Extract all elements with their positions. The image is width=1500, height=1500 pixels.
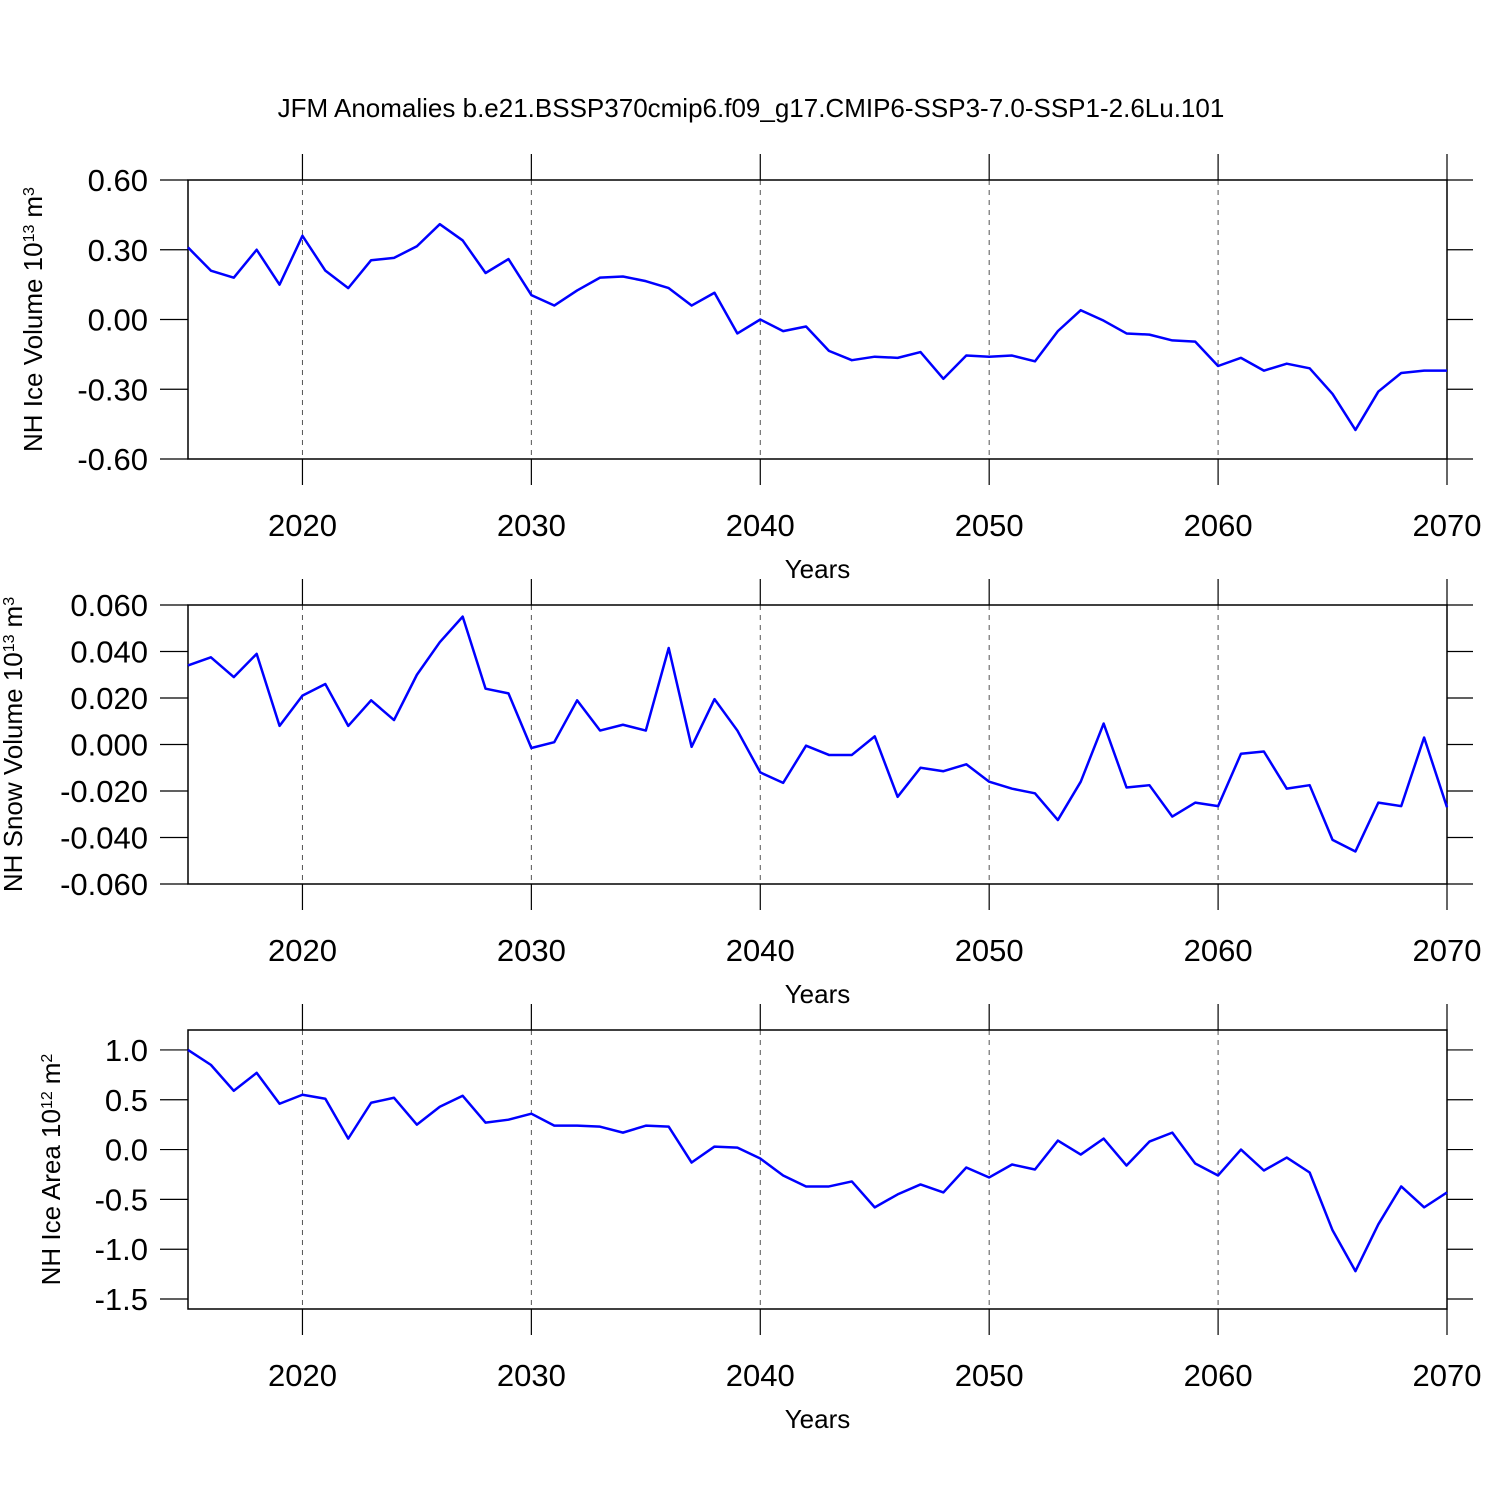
data-line [187, 1048, 1448, 1273]
y-axis-label-part: 13 [1, 634, 18, 652]
x-tick-label: 2040 [726, 508, 795, 543]
x-tick-label: 2050 [955, 933, 1024, 968]
x-tick-label: 2060 [1184, 933, 1253, 968]
x-tick-label: 2050 [955, 1358, 1024, 1393]
y-tick-label: -1.0 [95, 1232, 148, 1267]
x-axis-label: Years [785, 554, 851, 584]
x-tick-label: 2060 [1184, 508, 1253, 543]
y-axis-label-part: NH Ice Volume 10 [18, 242, 48, 452]
y-tick-label: -0.020 [60, 774, 148, 809]
y-tick-label: 0.020 [70, 681, 148, 716]
y-axis-label-part: NH Snow Volume 10 [0, 652, 28, 892]
y-tick-label: 0.5 [105, 1083, 148, 1118]
y-axis-label-part: 3 [21, 187, 38, 196]
x-axis-label: Years [785, 979, 851, 1009]
y-tick-label: -1.5 [95, 1282, 148, 1317]
x-tick-label: 2070 [1413, 933, 1482, 968]
x-tick-label: 2030 [497, 1358, 566, 1393]
y-tick-label: 0.30 [88, 233, 148, 268]
x-tick-label: 2070 [1413, 1358, 1482, 1393]
x-axis-label: Years [785, 1404, 851, 1434]
y-tick-label: 0.060 [70, 588, 148, 623]
y-axis-label-part: NH Ice Area 10 [36, 1109, 66, 1285]
plot-frame [187, 1029, 1448, 1310]
y-tick-label: -0.040 [60, 821, 148, 856]
y-axis-label: NH Ice Volume 1013 m3 [18, 187, 48, 452]
y-tick-label: -0.5 [95, 1182, 148, 1217]
x-tick-label: 2070 [1413, 508, 1482, 543]
x-tick-label: 2020 [268, 508, 337, 543]
y-axis-label: NH Ice Area 1012 m2 [36, 1054, 66, 1286]
y-tick-label: -0.30 [77, 372, 148, 407]
y-tick-label: 0.000 [70, 728, 148, 763]
x-tick-label: 2050 [955, 508, 1024, 543]
y-axis-label-part: m [36, 1063, 66, 1085]
plot-frame [187, 604, 1448, 885]
data-line [187, 222, 1447, 432]
x-tick-label: 2040 [726, 1358, 795, 1393]
x-tick-label: 2040 [726, 933, 795, 968]
y-axis-label-part: m [0, 606, 28, 628]
y-tick-label: 1.0 [105, 1033, 148, 1068]
chart-title: JFM Anomalies b.e21.BSSP370cmip6.f09_g17… [278, 93, 1225, 123]
y-axis-label: NH Snow Volume 1013 m3 [0, 597, 28, 892]
y-tick-label: 0.60 [88, 163, 148, 198]
y-axis-label-part: m [18, 196, 48, 218]
x-tick-label: 2060 [1184, 1358, 1253, 1393]
plot-frame [187, 179, 1448, 460]
x-tick-label: 2030 [497, 933, 566, 968]
y-tick-label: 0.0 [105, 1133, 148, 1168]
y-tick-label: -0.060 [60, 867, 148, 902]
y-axis-label-part: 3 [1, 597, 18, 606]
y-axis-label-part: 13 [21, 225, 38, 243]
y-axis-label-part: 12 [39, 1091, 56, 1109]
y-axis-label-part: 2 [39, 1054, 56, 1063]
y-tick-label: 0.00 [88, 303, 148, 338]
x-tick-label: 2030 [497, 508, 566, 543]
y-tick-label: 0.040 [70, 635, 148, 670]
x-tick-label: 2020 [268, 1358, 337, 1393]
y-tick-label: -0.60 [77, 442, 148, 477]
x-tick-label: 2020 [268, 933, 337, 968]
data-line [187, 615, 1449, 853]
